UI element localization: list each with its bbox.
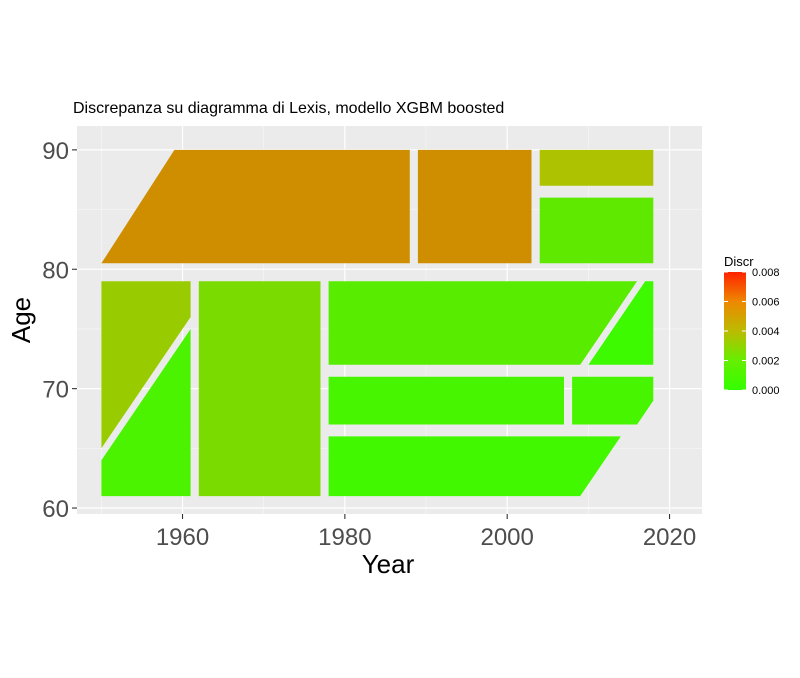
x-tick-label: 2000 <box>480 524 533 551</box>
legend-ticks: 0.000 0.002 0.004 0.006 0.008 <box>724 267 780 397</box>
chart-title: Discrepanza su diagramma di Lexis, model… <box>73 100 504 117</box>
legend-label: 0.006 <box>752 297 780 309</box>
lexis-region <box>328 376 564 425</box>
lexis-region <box>328 436 621 497</box>
x-tick-label: 1980 <box>318 524 371 551</box>
x-tick-label: 1960 <box>156 524 209 551</box>
legend-label: 0.008 <box>752 267 780 279</box>
axes: 1960 1980 2000 2020 60 70 80 90 <box>42 138 696 551</box>
y-tick-label: 70 <box>42 377 69 404</box>
legend-label: 0.002 <box>752 356 780 368</box>
lexis-region <box>101 329 191 497</box>
lexis-region <box>417 149 532 264</box>
lexis-region <box>101 149 410 264</box>
lexis-regions <box>101 149 654 497</box>
x-axis-title: Year <box>362 549 415 579</box>
y-tick-label: 80 <box>42 257 69 284</box>
lexis-region <box>539 149 654 186</box>
legend-label: 0.000 <box>752 385 780 397</box>
lexis-region <box>101 281 191 449</box>
x-tick-label: 2020 <box>643 524 696 551</box>
y-axis-title: Age <box>6 297 36 343</box>
y-tick-label: 60 <box>42 496 69 523</box>
legend-label: 0.004 <box>752 326 780 338</box>
legend-title: Discr <box>724 254 754 269</box>
y-tick-label: 90 <box>42 138 69 165</box>
lexis-region <box>198 281 321 497</box>
lexis-region <box>572 376 654 425</box>
lexis-region <box>588 281 654 365</box>
legend-colorbar <box>724 272 746 390</box>
lexis-region <box>539 197 654 264</box>
lexis-region <box>328 281 638 365</box>
legend: Discr 0.000 0.002 0.004 0.006 0.008 <box>724 254 780 397</box>
